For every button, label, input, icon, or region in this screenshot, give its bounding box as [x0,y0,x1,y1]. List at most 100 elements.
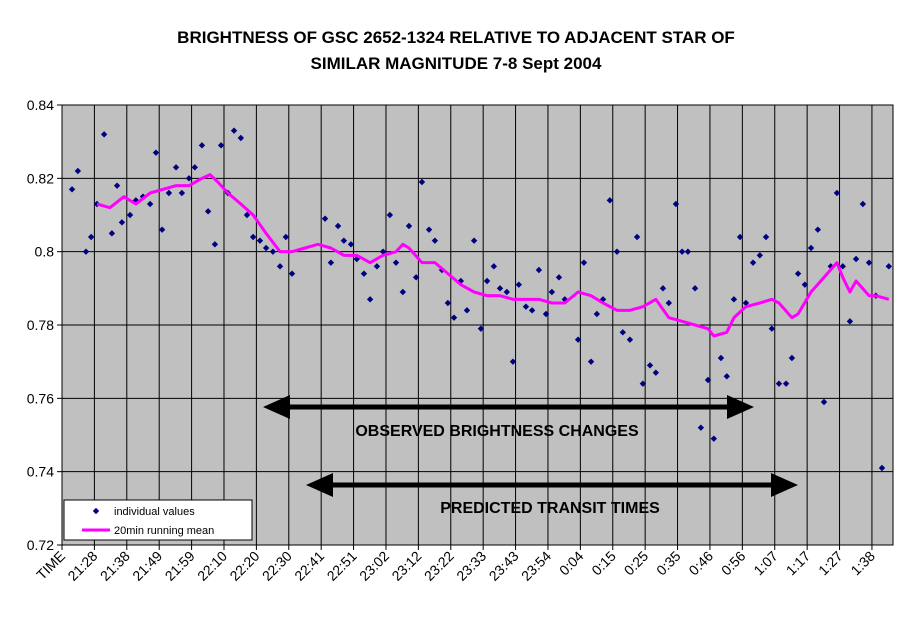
x-tick-label: 22:10 [194,548,230,584]
x-tick-label: 1:07 [750,548,781,579]
y-tick-label: 0.74 [27,464,54,480]
data-point [665,299,673,307]
annotation: OBSERVED BRIGHTNESS CHANGES [355,423,639,440]
data-point [327,259,335,266]
data-point [496,285,504,292]
data-point [366,296,374,303]
data-point [87,233,95,241]
x-tick-label: 0:15 [588,548,619,579]
data-point [152,149,160,156]
data-point [282,233,290,241]
data-point [431,237,439,244]
x-tick-label: 23:43 [486,548,522,584]
data-point [865,259,873,266]
data-point [626,336,634,343]
legend-swatch [92,507,100,515]
y-tick-label: 0.84 [27,97,54,113]
data-point [833,189,841,197]
data-point [321,215,329,222]
data-point [782,380,790,387]
data-point [762,233,770,241]
legend-label: individual values [114,506,195,518]
y-tick-label: 0.8 [35,244,55,260]
data-point [820,398,828,406]
data-point [405,222,413,230]
data-point [412,274,420,281]
data-point [74,167,82,175]
data-point [237,134,245,142]
data-point [425,226,433,233]
data-point [678,248,686,255]
x-tick-label: 23:12 [388,548,424,584]
data-point [885,263,892,270]
data-point [515,281,523,288]
arrow [263,395,754,419]
data-point [788,354,796,362]
chart-title: BRIGHTNESS OF GSC 2652-1324 RELATIVE TO … [177,28,735,47]
x-tick-label: 23:22 [421,548,457,584]
data-point [165,189,173,197]
data-point [463,307,471,314]
data-point [599,296,607,303]
data-point [68,186,76,193]
data-point [490,263,498,270]
data-point [801,281,809,288]
marks [68,127,892,472]
data-point [198,142,206,149]
data-point [118,219,126,226]
data-point [146,200,154,208]
data-point [684,248,692,255]
x-tick-label: 22:30 [259,548,295,584]
data-point [340,237,348,244]
data-point [807,244,815,252]
data-point [859,200,867,208]
data-point [211,241,219,248]
data-point [606,197,614,204]
x-tick-label: 23:02 [356,548,392,584]
x-tick-label: 0:25 [621,548,652,579]
data-point [450,314,458,321]
data-point [191,164,199,171]
data-point [288,270,296,277]
data-point [126,211,134,219]
data-point [158,226,166,233]
data-point [172,164,180,171]
data-point [652,369,660,376]
legend: individual values 20min running mean [63,499,253,541]
data-point [535,266,543,274]
data-point [587,358,595,365]
arrow [306,473,798,497]
data-point [477,325,485,332]
data-point [814,226,822,233]
data-point [392,259,400,266]
data-point [672,200,680,208]
data-point [710,435,718,442]
data-point [593,310,601,318]
data-point [846,318,854,325]
data-point [444,299,452,307]
legend-box [63,499,253,541]
data-point [633,233,641,241]
data-point [132,197,140,204]
data-point [794,270,802,277]
data-point [723,373,730,380]
x-tick-label: 0:46 [685,548,716,579]
data-point [555,274,563,281]
data-point [742,299,750,307]
data-point [262,244,270,252]
data-point [580,259,588,266]
data-point [749,259,757,266]
data-point [522,303,530,310]
data-point [243,211,251,219]
data-point [249,233,257,241]
x-tick-label: 21:49 [129,548,165,584]
data-point [418,178,426,186]
data-point [691,285,699,292]
data-point [204,208,212,215]
y-tick-label: 0.72 [27,537,54,553]
data-point [386,211,394,219]
data-point [839,263,846,270]
data-point [373,263,381,270]
data-point [230,127,238,134]
x-tick-label: 0:35 [653,548,684,579]
